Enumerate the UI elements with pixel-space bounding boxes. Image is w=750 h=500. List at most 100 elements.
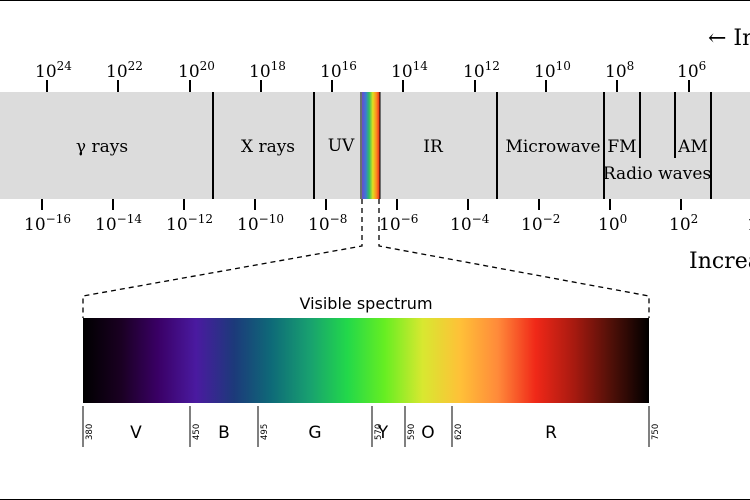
svg-text:1012: 1012 [463, 59, 500, 82]
frequency-tick: 1012 [463, 59, 500, 92]
wavelength-tick-base: 10 [450, 215, 472, 235]
frequency-tick-base: 10 [391, 62, 413, 82]
wavelength-tick-base: 10 [166, 215, 188, 235]
svg-text:100: 100 [598, 212, 627, 235]
visible-tick: 380 [82, 406, 95, 447]
svg-text:10−12: 10−12 [166, 212, 213, 235]
svg-text:10−10: 10−10 [237, 212, 284, 235]
svg-text:10−8: 10−8 [308, 212, 347, 235]
svg-text:10−2: 10−2 [521, 212, 560, 235]
band-label-ir: IR [423, 137, 444, 157]
visible-band-letter: R [545, 423, 557, 443]
wavelength-tick-exponent: −14 [117, 212, 143, 226]
svg-text:1: 1 [747, 215, 750, 235]
visible-tick-label: 590 [407, 424, 417, 440]
frequency-tick-base: 10 [677, 62, 699, 82]
wavelength-tick: 10−10 [237, 199, 284, 235]
frequency-tick-base: 10 [534, 62, 556, 82]
wavelength-tick: 1 [747, 215, 750, 235]
wavelength-tick-exponent: −8 [330, 212, 348, 226]
visible-tick-label: 495 [260, 424, 270, 440]
visible-band-letter: V [130, 423, 142, 443]
wavelength-tick-base: 10 [521, 215, 543, 235]
wavelength-tick: 10−2 [521, 199, 560, 235]
svg-text:1024: 1024 [35, 59, 72, 82]
visible-tick-label: 570 [374, 424, 384, 440]
visible-band-letter: G [308, 423, 321, 443]
frequency-tick: 1010 [534, 59, 571, 92]
frequency-tick: 1018 [249, 59, 286, 92]
wavelength-tick: 10−8 [308, 199, 347, 235]
band-label-gamma: γ rays [76, 137, 128, 157]
zoom-line-right [378, 199, 650, 318]
frequency-tick: 1014 [391, 59, 428, 92]
wavelength-tick-base: 10 [669, 215, 691, 235]
band-label-xray: X rays [241, 137, 295, 157]
svg-text:10−16: 10−16 [24, 212, 71, 235]
svg-text:108: 108 [605, 59, 634, 82]
visible-band-letter: O [421, 423, 434, 443]
frequency-tick-base: 10 [249, 62, 271, 82]
wavelength-tick-exponent: −4 [472, 212, 490, 226]
svg-text:1020: 1020 [178, 59, 215, 82]
wavelength-tick-base: 10 [379, 215, 401, 235]
svg-text:102: 102 [669, 212, 698, 235]
frequency-tick-exponent: 22 [128, 59, 143, 73]
visible-strip [362, 92, 380, 199]
frequency-tick-exponent: 6 [699, 59, 707, 73]
visible-tick-label: 750 [651, 424, 661, 440]
svg-text:10−4: 10−4 [450, 212, 490, 235]
zoom-lines [82, 199, 650, 318]
wavelength-tick: 10−6 [379, 199, 418, 235]
visible-tick-label: 620 [454, 424, 464, 440]
svg-text:1022: 1022 [106, 59, 143, 82]
frequency-tick: 1024 [35, 59, 72, 92]
wavelength-tick-exponent: −6 [401, 212, 419, 226]
frequency-tick-exponent: 16 [342, 59, 357, 73]
band-label-radio-waves: Radio waves [603, 164, 711, 184]
frequency-tick-exponent: 10 [556, 59, 571, 73]
frequency-tick: 1016 [320, 59, 357, 92]
wavelength-tick-exponent: 2 [691, 212, 699, 226]
wavelength-axis: 10−16 10−14 10−12 10−10 10−8 10−6 10−4 10−2 100 1… [24, 199, 750, 235]
frequency-tick-exponent: 12 [485, 59, 500, 73]
wavelength-tick: 102 [669, 199, 698, 235]
wavelength-tick-base: 1 [747, 215, 750, 235]
wavelength-tick-base: 10 [308, 215, 330, 235]
frequency-tick-base: 10 [106, 62, 128, 82]
svg-text:10−14: 10−14 [95, 212, 142, 235]
visible-tick-label: 450 [192, 424, 202, 440]
wavelength-tick: 10−14 [95, 199, 142, 235]
frequency-tick-exponent: 18 [271, 59, 286, 73]
svg-text:106: 106 [677, 59, 706, 82]
svg-text:10−6: 10−6 [379, 212, 418, 235]
visible-tick: 495 [257, 406, 270, 447]
visible-band-letter: B [218, 423, 230, 443]
svg-text:1016: 1016 [320, 59, 357, 82]
frequency-tick-exponent: 24 [57, 59, 73, 73]
band-label-uv: UV [328, 136, 355, 156]
band-label-am: AM [677, 137, 708, 157]
wavelength-tick-exponent: −12 [188, 212, 213, 226]
svg-text:1010: 1010 [534, 59, 571, 82]
frequency-tick: 106 [677, 59, 706, 92]
wavelength-tick-base: 10 [237, 215, 259, 235]
frequency-tick-exponent: 8 [627, 59, 635, 73]
frequency-tick: 1020 [178, 59, 215, 92]
wavelength-tick: 10−16 [24, 199, 71, 235]
wavelength-tick-exponent: 0 [620, 212, 628, 226]
wavelength-tick: 10−12 [166, 199, 213, 235]
visible-spectrum-title: Visible spectrum [299, 294, 432, 313]
wavelength-tick: 10−4 [450, 199, 490, 235]
band-dividers [212, 92, 712, 199]
frequency-tick: 1022 [106, 59, 143, 92]
wavelength-direction-label: Increa [689, 249, 750, 274]
visible-tick: 450 [189, 406, 202, 447]
frequency-direction-label: ← In [708, 26, 750, 51]
band-label-fm: FM [607, 137, 636, 157]
frequency-tick-base: 10 [605, 62, 627, 82]
visible-tick-label: 380 [85, 424, 95, 440]
frequency-tick-base: 10 [463, 62, 485, 82]
wavelength-tick-base: 10 [95, 215, 117, 235]
